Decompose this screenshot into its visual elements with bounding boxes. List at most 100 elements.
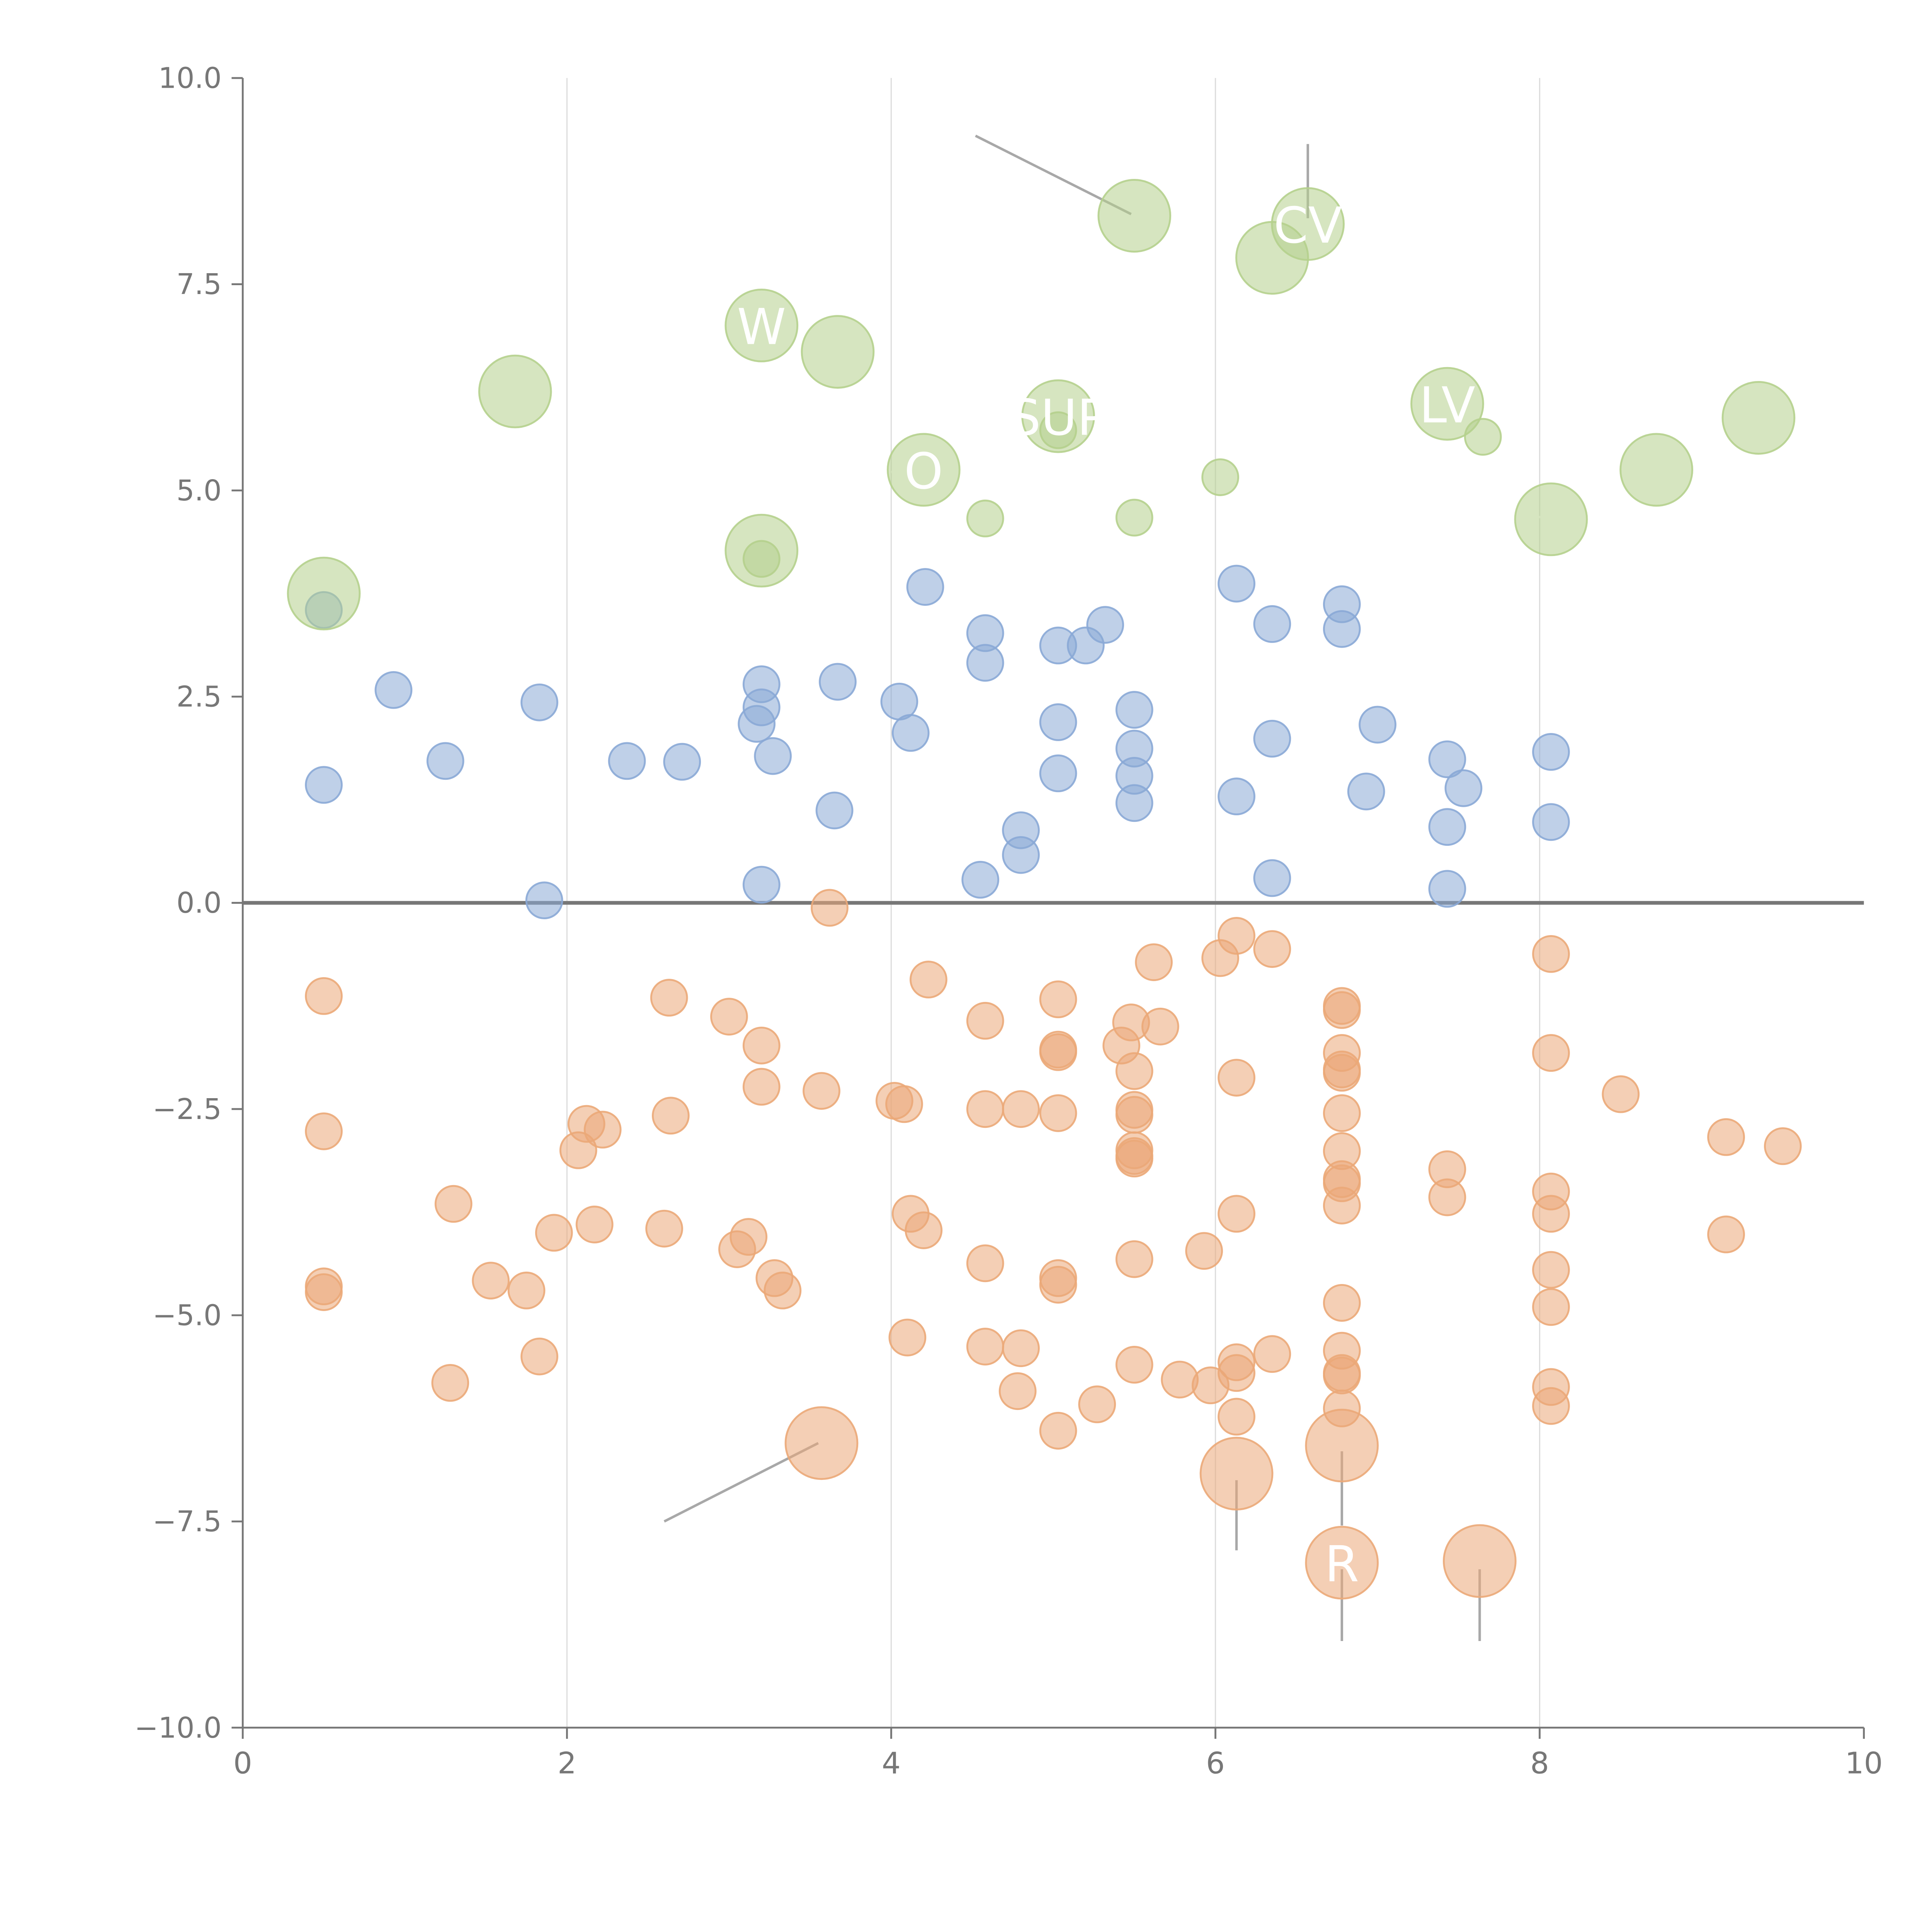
orange-highlight-point-17 [1305,1526,1379,1600]
orange-highlight-point-16 [1305,1408,1379,1483]
orange-point-37 [1002,1090,1040,1128]
orange-point-64 [1218,1059,1255,1097]
blue-point-22 [1002,836,1040,874]
y-tick-label-1: −7.5 [153,1505,222,1538]
orange-point-68 [1218,1398,1255,1436]
orange-highlight-point-18 [1443,1524,1517,1598]
highlight-label-10: LV [1419,377,1475,434]
orange-point-51 [1115,1096,1153,1134]
orange-point-96 [1602,1075,1640,1113]
orange-point-39 [1039,980,1077,1019]
orange-point-8 [520,1337,558,1376]
highlight-label-9: CV [1274,197,1342,255]
blue-point-45 [1532,733,1570,771]
y-tick-label-7: 7.5 [176,268,221,301]
blue-point-10 [742,688,781,726]
green-highlight-point-10 [1410,367,1484,441]
y-tick-label-3: −2.5 [153,1093,222,1126]
green-highlight-point-2 [724,288,799,362]
orange-point-45 [1039,1412,1077,1450]
blue-point-3 [426,742,464,780]
orange-point-24 [803,1072,840,1110]
x-tick-label-3: 6 [1206,1747,1225,1781]
orange-point-16 [651,1097,690,1135]
orange-point-7 [507,1271,546,1310]
y-tick-label-4: 0.0 [176,887,221,920]
green-highlight-point-12 [1619,433,1694,507]
highlight-label-7: SUP [1009,389,1107,447]
orange-point-15 [650,979,688,1017]
x-tick-label-1: 2 [558,1747,577,1781]
orange-point-60 [1185,1232,1223,1270]
blue-point-44 [1444,769,1483,807]
green-highlight-point-1 [478,354,552,429]
green-highlight-point-7 [1021,379,1095,453]
orange-point-72 [1323,991,1361,1029]
orange-point-20 [742,1026,781,1065]
orange-highlight-point-14 [784,1406,859,1480]
highlight-label-5: O [904,443,943,500]
green-point-3 [1115,498,1153,537]
orange-point-44 [1039,1265,1077,1304]
blue-point-38 [1323,610,1361,648]
orange-point-70 [1253,1335,1291,1373]
orange-point-98 [1707,1215,1745,1253]
orange-point-54 [1115,1139,1153,1178]
point-layer [287,179,1802,1600]
x-tick-label-0: 0 [233,1747,252,1781]
orange-point-59 [1161,1361,1199,1399]
blue-point-42 [1428,808,1466,846]
orange-point-35 [966,1328,1004,1366]
blue-point-41 [1428,740,1466,778]
orange-point-17 [710,998,748,1036]
blue-point-28 [1115,691,1153,729]
orange-point-14 [645,1209,683,1248]
orange-point-42 [1039,1094,1077,1132]
orange-point-0 [305,977,343,1015]
orange-point-9 [535,1214,573,1252]
y-tick-label-5: 2.5 [176,681,221,714]
orange-point-91 [1532,1195,1570,1233]
blue-point-43 [1428,870,1466,908]
blue-point-6 [608,742,646,780]
x-tick-label-4: 8 [1530,1747,1549,1781]
green-highlight-point-3 [801,315,875,389]
green-point-4 [1201,458,1239,496]
blue-point-24 [1039,703,1077,741]
orange-point-46 [1078,1385,1116,1423]
orange-point-32 [966,1002,1004,1040]
orange-point-36 [998,1372,1037,1410]
green-highlight-point-4 [724,514,799,588]
blue-point-35 [1253,719,1291,758]
orange-point-27 [885,1085,923,1123]
green-highlight-point-9 [1271,187,1345,261]
blue-point-36 [1253,859,1291,897]
green-highlight-point-6 [1097,179,1172,253]
orange-point-57 [1135,943,1173,981]
blue-point-25 [1039,754,1077,793]
blue-point-20 [966,644,1004,682]
blue-point-33 [1218,777,1255,816]
orange-point-87 [1428,1178,1466,1216]
orange-point-13 [583,1111,622,1149]
orange-point-56 [1115,1346,1153,1384]
blue-point-31 [1115,784,1153,822]
blue-point-46 [1532,803,1570,841]
orange-point-84 [1323,1356,1361,1395]
green-highlight-point-0 [287,556,361,631]
orange-point-12 [575,1206,614,1243]
blue-point-14 [819,663,857,701]
x-tick-label-5: 10 [1845,1747,1883,1781]
orange-point-1 [305,1112,343,1150]
orange-point-33 [966,1090,1004,1128]
orange-point-23 [764,1271,802,1310]
blue-point-40 [1359,706,1396,744]
axis-layer: 0 2 4 6 8 10 −10.0 −7.5 −5.0 −2.5 0.0 2.5 5.0 7.5 10.0 [134,62,1883,1781]
orange-point-97 [1707,1118,1745,1156]
orange-point-6 [472,1262,510,1300]
y-tick-label-0: −10.0 [134,1712,222,1745]
orange-point-99 [1764,1127,1802,1165]
blue-point-17 [906,568,944,606]
orange-point-4 [431,1364,469,1402]
